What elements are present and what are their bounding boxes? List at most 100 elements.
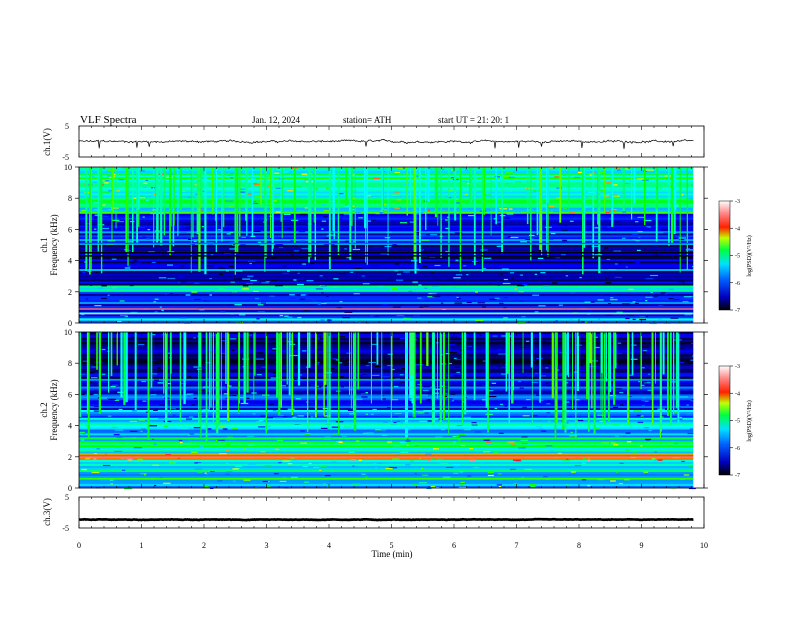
ch1-speckle	[618, 188, 622, 190]
ch2-spheric	[613, 332, 616, 405]
ch1-speckle	[325, 187, 330, 189]
ch1-speckle	[525, 238, 531, 240]
ch1-speckle	[518, 291, 524, 293]
ch1-speckle	[650, 291, 653, 293]
ch1-speckle	[302, 263, 306, 265]
ch1-speckle	[499, 302, 504, 304]
ch2-speckle	[556, 370, 560, 372]
ch1-spheric	[679, 167, 681, 273]
ch1-speckle	[423, 305, 429, 307]
ch1-speckle	[534, 273, 538, 275]
ch1-spheric	[409, 167, 411, 205]
ch1-speckle	[261, 302, 266, 304]
ch1-speckle	[551, 223, 558, 225]
ch2-speckle	[576, 344, 582, 346]
ch1-speckle	[650, 274, 659, 277]
ch2-spheric	[324, 332, 327, 385]
ch1-speckle	[635, 240, 640, 242]
ch2-speckle	[268, 425, 271, 427]
ch2-band-row	[79, 346, 694, 349]
ch1-speckle	[388, 277, 393, 280]
ch1-speckle	[164, 293, 168, 295]
ch2-speckle	[471, 422, 477, 424]
ch1-speckle	[474, 258, 480, 260]
ch2-speckle	[246, 397, 250, 399]
ch1-band-row	[79, 273, 694, 276]
ch1-speckle	[327, 244, 335, 246]
ch2-speckle	[687, 417, 690, 420]
ch1-speckle	[81, 246, 90, 248]
ch1-speckle	[133, 259, 138, 261]
ch2-speckle	[467, 475, 472, 477]
ch2-speckle	[325, 372, 332, 374]
ch1-speckle	[327, 319, 332, 321]
ch1-speckle	[635, 262, 639, 264]
ch1-speckle	[517, 321, 526, 324]
ch2-speckle	[297, 415, 304, 417]
ch1-spheric	[196, 167, 199, 235]
ch1-speckle	[588, 173, 595, 175]
ch1-narrowband-line	[79, 289, 694, 291]
ch1-speckle	[661, 229, 669, 231]
ch1-speckle	[484, 209, 491, 211]
ch1-speckle	[150, 212, 156, 215]
ch2-band-row	[79, 384, 694, 387]
ch2-band-row	[79, 411, 694, 415]
ch1-speckle	[301, 247, 310, 250]
ch2-band-row	[79, 368, 694, 371]
ch2-band-row	[79, 485, 694, 489]
ch1-speckle	[304, 207, 308, 209]
ch2-speckle	[143, 365, 148, 368]
ch2-speckle	[482, 384, 487, 386]
ch1-speckle	[239, 226, 243, 228]
ch1-speckle	[124, 267, 131, 269]
ch2-speckle	[371, 374, 380, 376]
ch1-speckle	[476, 186, 483, 188]
ch1-speckle	[148, 201, 152, 203]
ch2-speckle	[143, 474, 146, 476]
ch1-speckle	[309, 212, 315, 214]
ch1-speckle	[465, 169, 468, 171]
ch1-speckle	[321, 228, 324, 230]
ch1-speckle	[288, 297, 296, 299]
ch1-speckle	[375, 213, 380, 215]
ch2-speckle	[381, 415, 384, 417]
ch1-spheric	[215, 167, 217, 253]
ch1-speckle	[127, 250, 131, 252]
ch1-speckle	[346, 257, 350, 259]
ch2-speckle	[620, 404, 624, 406]
ch2-speckle	[266, 341, 272, 343]
ch1-speckle	[562, 270, 568, 272]
ch2-speckle	[161, 348, 165, 350]
ch2-spheric	[205, 332, 208, 441]
ch2-speckle	[354, 398, 363, 400]
ch2-speckle	[336, 441, 339, 443]
ch1-speckle	[272, 280, 277, 282]
ch1-band-row	[79, 183, 694, 186]
ch1-speckle	[503, 317, 508, 319]
ch2-ytick-label: 6	[68, 390, 72, 399]
ch2-speckle	[289, 341, 297, 343]
ch2-speckle	[322, 407, 329, 410]
ch2-speckle	[141, 380, 147, 383]
ch1-spheric	[160, 167, 163, 246]
ch2-speckle	[344, 364, 347, 366]
ch2-band-row	[79, 421, 694, 424]
ch1-speckle	[606, 258, 611, 261]
ch1-speckle	[245, 282, 253, 284]
ch2-spheric	[370, 332, 372, 404]
ch1-speckle	[447, 216, 450, 218]
ch1-speckle	[185, 294, 191, 296]
ch2-speckle	[375, 467, 378, 469]
ch1-spheric	[351, 167, 353, 226]
ch1-speckle	[319, 224, 328, 226]
ch1-speckle	[432, 292, 438, 294]
ch2-speckle	[546, 412, 551, 414]
ch2-speckle	[446, 465, 451, 467]
ch2-speckle	[489, 396, 497, 398]
ch2-speckle	[688, 465, 693, 467]
ch1-band-row	[79, 173, 694, 176]
ch1-speckle	[201, 226, 204, 228]
ch2-band-row	[79, 400, 694, 403]
ch1-speckle	[300, 213, 307, 215]
